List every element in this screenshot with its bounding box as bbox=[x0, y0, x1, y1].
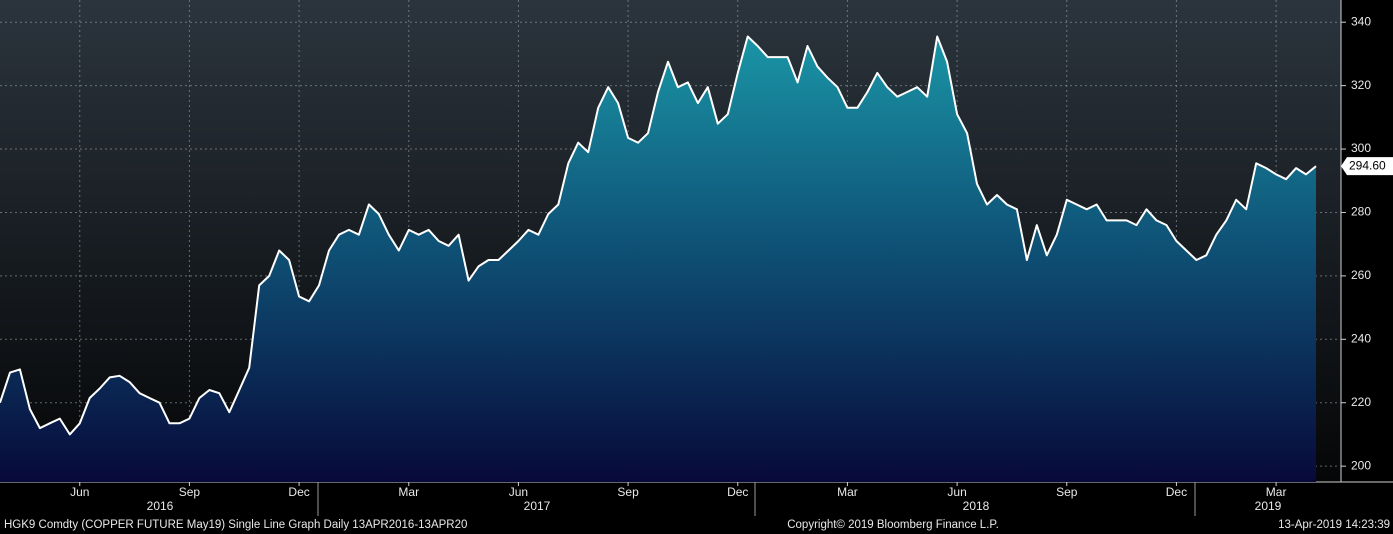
y-tick-label: 320 bbox=[1351, 78, 1371, 92]
footer-center: Copyright© 2019 Bloomberg Finance L.P. bbox=[787, 519, 999, 531]
x-tick-label: Jun bbox=[70, 485, 89, 499]
x-tick-label: Jun bbox=[509, 485, 528, 499]
y-tick-label: 280 bbox=[1351, 205, 1371, 219]
y-tick-label: 200 bbox=[1351, 458, 1371, 472]
last-value-label: 294.60 bbox=[1349, 158, 1386, 172]
x-tick-label: Sep bbox=[179, 485, 201, 499]
last-value-box bbox=[1341, 157, 1393, 176]
area bbox=[0, 36, 1316, 482]
footer-right: 13-Apr-2019 14:23:39 bbox=[1278, 519, 1390, 531]
x-tick-label: Sep bbox=[617, 485, 639, 499]
x-tick-label: Dec bbox=[288, 485, 309, 499]
x-tick-label: Jun bbox=[947, 485, 966, 499]
x-tick-label: Dec bbox=[1166, 485, 1187, 499]
year-label: 2018 bbox=[963, 499, 990, 513]
y-tick-label: 240 bbox=[1351, 331, 1371, 345]
year-label: 2017 bbox=[524, 499, 551, 513]
x-tick-label: Mar bbox=[1266, 485, 1287, 499]
y-tick-label: 340 bbox=[1351, 14, 1371, 28]
y-tick-label: 300 bbox=[1351, 141, 1371, 155]
footer-left: HGK9 Comdty (COPPER FUTURE May19) Single… bbox=[4, 519, 467, 531]
x-tick-label: Sep bbox=[1056, 485, 1078, 499]
line bbox=[0, 35, 1317, 436]
x-tick-label: Mar bbox=[837, 485, 858, 499]
year-label: 2016 bbox=[147, 499, 174, 513]
y-tick-label: 220 bbox=[1351, 395, 1371, 409]
x-tick-label: Dec bbox=[727, 485, 748, 499]
x-tick-label: Mar bbox=[398, 485, 419, 499]
year-label: 2019 bbox=[1255, 499, 1282, 513]
y-tick-label: 260 bbox=[1351, 268, 1371, 282]
